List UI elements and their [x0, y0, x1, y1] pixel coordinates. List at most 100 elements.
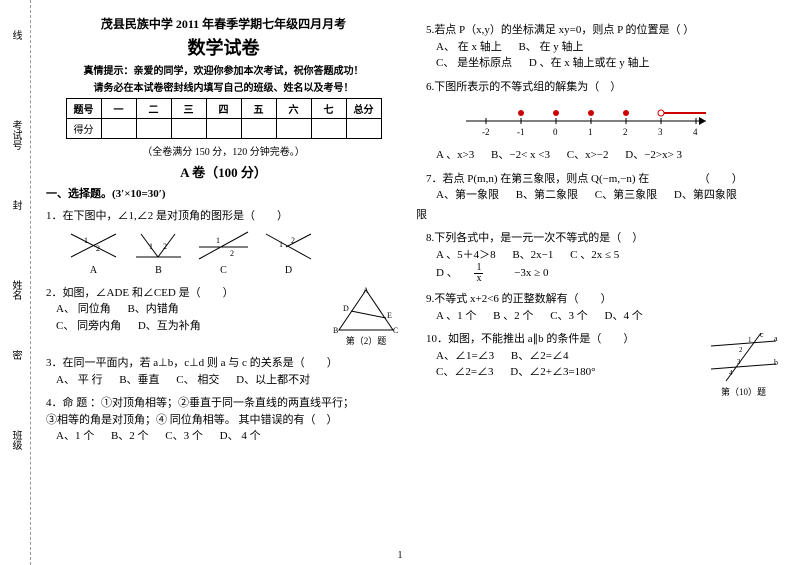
q3-text: 3．在同一平面内，若 a⊥b，c⊥d 则 a 与 c 的关系是（ ） [46, 355, 401, 372]
q1-fig-a-icon: 1 2 [66, 229, 121, 263]
q6-opt-c: C、x>−2 [567, 149, 609, 161]
q6-numberline: -2 -1 0 1 2 3 4 [456, 101, 781, 141]
question-4: 4．命 题 ：①对顶角相等；②垂直于同一条直线的两直线平行； ③相等的角是对顶角… [46, 395, 401, 445]
q8-opt-a: A 、5＋4＞8 [436, 249, 496, 261]
question-7: 7．若点 P(m,n) 在第三象限，则点 Q(−m,−n) 在 （ ） A、第一… [426, 171, 781, 204]
q6-opt-a: A 、x>3 [436, 149, 474, 161]
q10-figure: a b c 1 2 3 4 第（10）题 [706, 331, 781, 400]
q5-opt-d: D 、在 x 轴上或在 y 轴上 [529, 57, 650, 69]
question-2: 2．如图，∠ADE 和∠CED 是（ ） A、 同位角 B、内错角 C、 同旁内… [46, 285, 401, 349]
q7-opt-b: B、第二象限 [516, 189, 578, 201]
hint-2: 请务必在本试卷密封线内填写自己的班级、姓名以及考号！ [46, 79, 401, 94]
svg-text:2: 2 [739, 346, 743, 354]
paper-title: 数学试卷 [46, 34, 401, 60]
q8-text: 8.下列各式中，是一元一次不等式的是（ ） [426, 230, 781, 247]
svg-text:2: 2 [291, 236, 295, 245]
right-column: 5.若点 P（x,y）的坐标满足 xy=0，则点 P 的位置是（ ） A、 在 … [411, 0, 791, 565]
q4-text2: ③相等的角是对顶角；④ 同位角相等。 其中错误的有（ ） [46, 412, 401, 429]
q7-tail: 限 [416, 207, 781, 224]
svg-text:0: 0 [553, 127, 558, 137]
school-line: 茂县民族中学 2011 年春季学期七年级四月月考 [46, 15, 401, 32]
question-1: 1．在下图中，∠1,∠2 是对顶角的图形是（ ） 1 2 A [46, 208, 401, 278]
binding-margin: 线 考试号 封 姓名 密 班级 [0, 0, 31, 565]
question-9: 9.不等式 x+2<6 的正整数解有（ ） A 、1 个 B 、2 个 C、3 … [426, 291, 781, 324]
svg-text:D: D [343, 304, 349, 313]
svg-text:-2: -2 [482, 127, 490, 137]
q6-opt-b: B、−2< x <3 [491, 149, 550, 161]
svg-text:4: 4 [729, 369, 733, 377]
q1-text: 1．在下图中，∠1,∠2 是对顶角的图形是（ ） [46, 208, 401, 225]
svg-text:b: b [774, 358, 778, 367]
svg-text:2: 2 [230, 249, 234, 258]
svg-text:1: 1 [588, 127, 593, 137]
q7-opt-d: D、第四象限 [674, 189, 737, 201]
q4-opt-b: B、2 个 [111, 430, 149, 442]
svg-text:1: 1 [216, 236, 220, 245]
svg-text:2: 2 [163, 242, 167, 251]
question-6: 6.下图所表示的不等式组的解集为（ ） -2 -1 0 1 [426, 79, 781, 164]
hint-1: 真情提示：亲爱的同学，欢迎你参加本次考试，祝你答题成功！ [46, 62, 401, 77]
svg-text:1: 1 [84, 236, 88, 245]
q7-opt-a: A、第一象限 [436, 189, 499, 201]
margin-line: 线 [8, 30, 23, 40]
q8-opt-c: C 、2x ≤ 5 [570, 249, 619, 261]
q5-opt-a: A、 在 x 轴上 [436, 41, 502, 53]
choice-section-head: 一、选择题。(3′×10=30′) [46, 185, 401, 201]
q2-opt-b: B、内错角 [127, 303, 178, 315]
svg-text:A: A [363, 286, 369, 295]
svg-text:E: E [387, 311, 392, 320]
svg-text:3: 3 [737, 358, 741, 366]
q2-figure: A B C D E 第（2）题 [331, 285, 401, 349]
margin-feng: 封 [8, 200, 23, 210]
q1-fig-b-icon: 1 2 [131, 229, 186, 263]
q10-opt-a: A、∠1=∠3 [436, 350, 494, 362]
q1-fig-d-icon: 2 1 [261, 229, 316, 263]
q10-opt-b: B、∠2=∠4 [511, 350, 569, 362]
table-row: 得分 [66, 119, 381, 139]
left-column: 茂县民族中学 2011 年春季学期七年级四月月考 数学试卷 真情提示：亲爱的同学… [31, 0, 411, 565]
svg-text:2: 2 [623, 127, 628, 137]
svg-text:3: 3 [658, 127, 663, 137]
section-a-title: A 卷（100 分） [46, 162, 401, 181]
svg-text:c: c [760, 331, 764, 339]
svg-text:-1: -1 [517, 127, 525, 137]
question-5: 5.若点 P（x,y）的坐标满足 xy=0，则点 P 的位置是（ ） A、 在 … [426, 22, 781, 72]
q9-opt-c: C、3 个 [550, 310, 588, 322]
q2-opt-a: A、 同位角 [56, 303, 111, 315]
q4-opt-c: C、3 个 [165, 430, 203, 442]
q9-text: 9.不等式 x+2<6 的正整数解有（ ） [426, 291, 781, 308]
q5-text: 5.若点 P（x,y）的坐标满足 xy=0，则点 P 的位置是（ ） [426, 22, 781, 39]
q3-opt-c: C、 相交 [176, 374, 219, 386]
numberline-icon: -2 -1 0 1 2 3 4 [456, 101, 716, 141]
triangle-icon: A B C D E [331, 285, 401, 335]
q4-opt-d: D、 4 个 [220, 430, 261, 442]
page-number: 1 [398, 550, 403, 561]
question-8: 8.下列各式中，是一元一次不等式的是（ ） A 、5＋4＞8 B、2x−1 C … [426, 230, 781, 284]
svg-text:4: 4 [693, 127, 698, 137]
q5-opt-c: C、 是坐标原点 [436, 57, 512, 69]
q3-opt-a: A、 平 行 [56, 374, 102, 386]
margin-examno: 考试号 [8, 120, 23, 150]
q4-opt-a: A、1 个 [56, 430, 94, 442]
q9-opt-a: A 、1 个 [436, 310, 476, 322]
svg-text:2: 2 [96, 244, 100, 253]
svg-text:a: a [774, 334, 778, 343]
svg-text:C: C [393, 326, 398, 335]
q3-opt-b: B、垂直 [119, 374, 159, 386]
q10-text: 10．如图，不能推出 a∥b 的条件是（ ） [426, 331, 696, 348]
q10-opt-d: D、∠2+∠3=180° [510, 366, 595, 378]
table-row: 题号 一 二 三 四 五 六 七 总分 [66, 99, 381, 119]
score-table: 题号 一 二 三 四 五 六 七 总分 得分 [66, 98, 382, 139]
q10-opt-c: C、∠2=∠3 [436, 366, 494, 378]
q8-opt-b: B、2x−1 [512, 249, 553, 261]
svg-text:1: 1 [149, 242, 153, 251]
q1-figures: 1 2 A 1 2 B [66, 229, 401, 278]
question-3: 3．在同一平面内，若 a⊥b，c⊥d 则 a 与 c 的关系是（ ） A、 平 … [46, 355, 401, 388]
svg-text:1: 1 [279, 240, 283, 249]
q5-opt-b: B、 在 y 轴上 [518, 41, 583, 53]
question-10: 10．如图，不能推出 a∥b 的条件是（ ） A、∠1=∠3 B、∠2=∠4 C… [426, 331, 781, 400]
parallel-lines-icon: a b c 1 2 3 4 [706, 331, 781, 386]
svg-text:1: 1 [748, 336, 752, 344]
svg-text:B: B [333, 326, 338, 335]
q2-opt-c: C、 同旁内角 [56, 320, 121, 332]
